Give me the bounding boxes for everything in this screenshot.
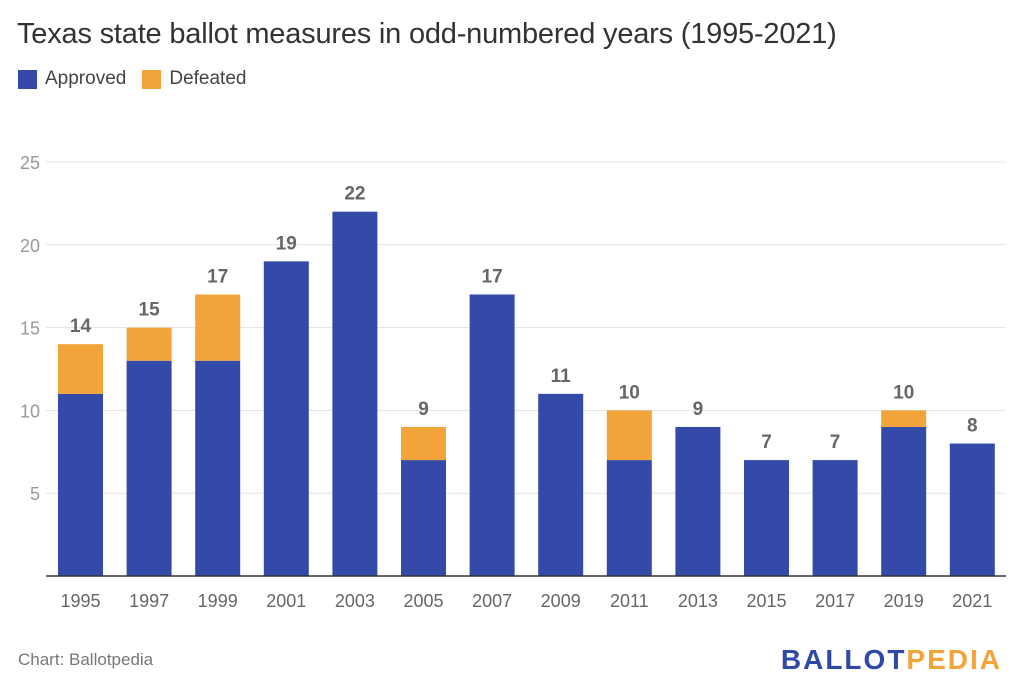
brand-part-2: PEDIA [906,644,1002,675]
bar-approved-2017 [812,460,858,576]
legend-swatch-defeated [142,69,162,89]
x-tick-label-1997: 1997 [129,591,169,611]
total-label-2005: 9 [418,399,429,420]
legend-label-defeated: Defeated [169,68,247,89]
total-label-2003: 22 [344,184,365,205]
x-tick-label-1995: 1995 [60,591,100,611]
bar-approved-2015 [744,460,789,576]
x-tick-label-1999: 1999 [198,591,238,611]
x-tick-label-2011: 2011 [610,591,649,611]
x-tick-label-2017: 2017 [815,591,855,611]
x-tick-label-2009: 2009 [541,591,581,611]
brand-logo: BALLOTPEDIA [781,644,1002,676]
total-label-2011: 10 [619,382,640,403]
bar-approved-1995 [58,393,103,576]
total-label-1995: 14 [70,316,92,337]
legend: Approved Defeated [18,68,262,90]
bar-defeated-1999 [195,294,241,361]
x-tick-label-2001: 2001 [266,591,306,611]
bar-defeated-2011 [606,410,652,461]
bar-approved-2003 [332,211,378,576]
legend-label-approved: Approved [45,68,127,89]
total-label-2021: 8 [967,416,978,437]
bar-approved-2009 [538,393,584,576]
bar-approved-2019 [881,426,927,576]
bar-approved-1997 [126,360,172,576]
x-tick-label-2007: 2007 [472,591,512,611]
bar-defeated-2019 [881,410,927,427]
total-label-2009: 11 [551,366,572,387]
x-tick-label-2021: 2021 [952,591,992,611]
bar-approved-1999 [195,360,241,576]
x-tick-label-2019: 2019 [884,591,924,611]
y-tick-label: 25 [20,153,40,173]
x-tick-label-2003: 2003 [335,591,375,611]
bar-defeated-1995 [58,344,103,394]
bar-approved-2013 [675,426,721,576]
brand-part-1: BALLOT [780,644,907,675]
legend-swatch-approved [18,69,37,89]
total-label-2013: 9 [693,399,704,420]
bar-defeated-2005 [401,426,446,461]
legend-item-defeated: Defeated [142,68,246,90]
y-tick-label: 5 [30,484,40,504]
total-label-1997: 15 [139,300,161,321]
y-tick-label: 10 [20,401,40,421]
bar-approved-2007 [469,294,515,576]
total-label-2019: 10 [893,382,914,403]
chart-source: Chart: Ballotpedia [18,650,154,669]
total-label-2001: 19 [276,233,297,254]
legend-item-approved: Approved [18,68,126,90]
x-tick-label-2013: 2013 [678,591,718,611]
bar-approved-2021 [949,443,995,576]
bar-approved-2011 [606,460,652,576]
y-tick-label: 20 [20,236,40,256]
x-tick-label-2015: 2015 [746,591,786,611]
chart-title: Texas state ballot measures in odd-numbe… [17,18,837,50]
bar-defeated-1997 [126,327,172,361]
total-label-2017: 7 [830,432,841,453]
y-tick-label: 15 [20,319,40,339]
bar-approved-2005 [401,460,446,576]
bar-approved-2001 [263,261,309,576]
total-label-2007: 17 [482,266,503,287]
total-label-2015: 7 [761,432,772,453]
x-tick-label-2005: 2005 [403,591,443,611]
total-label-1999: 17 [207,266,228,287]
